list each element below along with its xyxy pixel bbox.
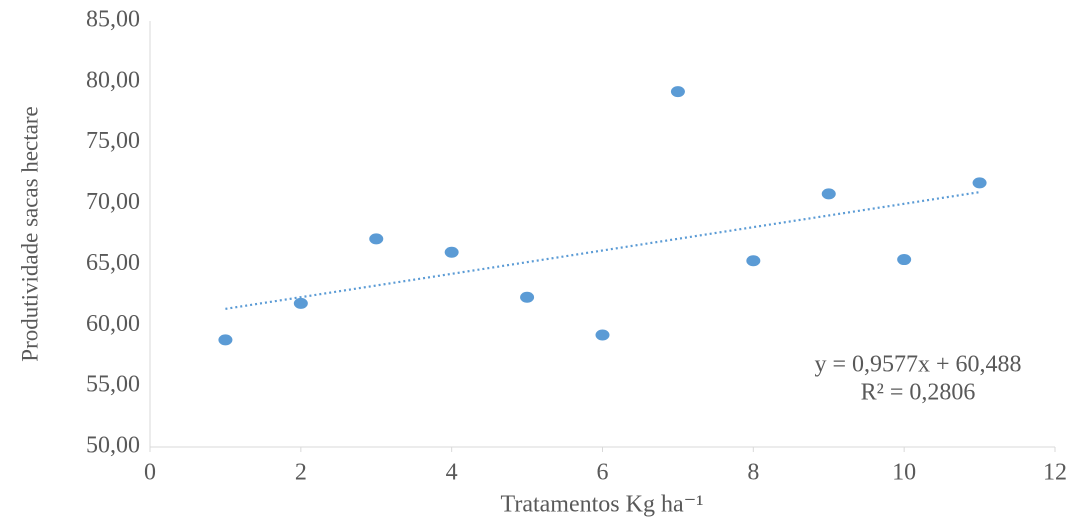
x-axis-title: Tratamentos Kg ha⁻¹ <box>501 492 704 518</box>
y-tick-label: 70,00 <box>86 189 140 215</box>
data-point <box>595 329 610 341</box>
x-tick-label: 2 <box>295 460 307 486</box>
data-point <box>293 297 308 309</box>
x-tick-label: 4 <box>446 460 458 486</box>
y-tick-label: 85,00 <box>86 7 140 33</box>
data-point <box>369 233 384 245</box>
y-tick-label: 75,00 <box>86 128 140 154</box>
data-point <box>520 291 535 303</box>
trend-r-squared: R² = 0,2806 <box>861 380 976 406</box>
trendline <box>225 191 980 310</box>
y-tick-label: 50,00 <box>86 433 140 459</box>
x-tick-label: 10 <box>892 460 916 486</box>
data-point <box>218 334 233 346</box>
y-tick-label: 65,00 <box>86 250 140 276</box>
y-axis-title: Produtividade sacas hectare <box>17 106 42 361</box>
data-point <box>897 254 912 266</box>
x-tick-label: 8 <box>747 460 759 486</box>
x-tick-label: 12 <box>1043 460 1067 486</box>
data-point <box>972 177 987 189</box>
y-tick-label: 55,00 <box>86 372 140 398</box>
x-tick-label: 6 <box>597 460 609 486</box>
trend-equation: y = 0,9577x + 60,488 <box>814 352 1021 378</box>
data-point <box>746 255 761 267</box>
data-point <box>670 86 685 98</box>
data-point <box>821 188 836 200</box>
y-tick-label: 60,00 <box>86 311 140 337</box>
y-tick-label: 80,00 <box>86 67 140 93</box>
data-point <box>444 246 459 258</box>
x-tick-label: 0 <box>144 460 156 486</box>
